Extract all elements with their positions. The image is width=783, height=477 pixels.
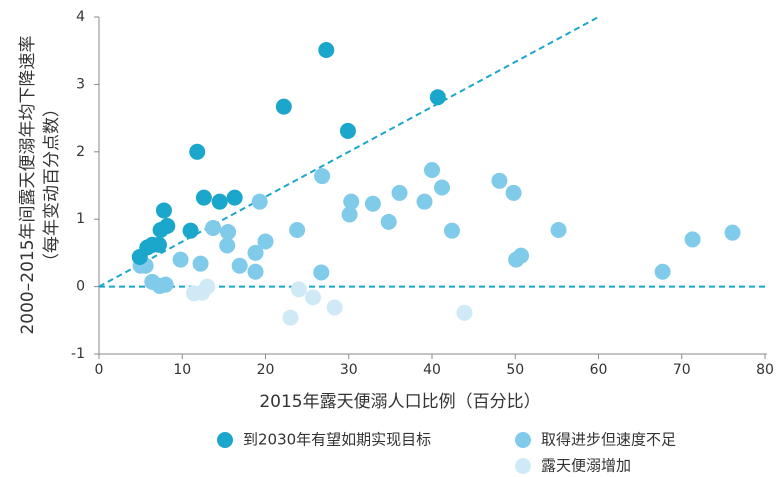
point [219, 237, 236, 254]
point [505, 184, 522, 201]
y-tick-label: 1 [76, 211, 85, 227]
point [182, 222, 199, 239]
point [155, 202, 172, 219]
point [231, 257, 248, 274]
point [433, 179, 450, 196]
point [289, 221, 306, 238]
point [491, 172, 508, 189]
y-tick-label: 4 [76, 9, 85, 25]
point [192, 255, 209, 272]
point [684, 231, 701, 248]
point [172, 251, 189, 268]
point [424, 161, 440, 178]
point [339, 122, 356, 139]
point [724, 224, 741, 241]
point [343, 193, 360, 210]
point [508, 251, 525, 268]
legend-marker [515, 432, 531, 448]
point [247, 244, 264, 261]
legend-label: 露天便溺增加 [541, 457, 631, 475]
y-axis-label: （每年变动百分点数） [42, 100, 62, 270]
legend-label: 取得进步但速度不足 [541, 431, 676, 449]
point [314, 168, 331, 185]
point [194, 284, 211, 301]
point [443, 222, 460, 239]
point [211, 193, 228, 210]
point [416, 193, 433, 210]
point [380, 213, 397, 230]
point [290, 281, 307, 298]
x-tick-label: 60 [590, 362, 608, 378]
point [313, 264, 330, 281]
y-tick-label: 0 [76, 279, 85, 295]
point [205, 219, 222, 236]
point [364, 195, 381, 212]
legend-label: 到2030年有望如期实现目标 [243, 431, 431, 449]
point [257, 233, 274, 250]
point [189, 143, 206, 160]
point [220, 224, 237, 241]
x-axis-label: 2015年露天便溺人口比例（百分比） [259, 392, 540, 412]
point [282, 309, 299, 326]
y-tick-label: -1 [71, 346, 85, 362]
point [341, 206, 358, 223]
x-tick-label: 0 [95, 362, 104, 378]
x-tick-label: 40 [423, 362, 441, 378]
point [318, 42, 335, 59]
point [131, 248, 148, 265]
point [151, 277, 168, 294]
reference-line [98, 16, 599, 288]
y-tick-label: 3 [76, 76, 85, 92]
point [251, 193, 268, 210]
point [550, 221, 567, 238]
x-tick-label: 10 [173, 362, 191, 378]
point [391, 184, 408, 201]
point [226, 189, 243, 206]
x-tick-label: 30 [340, 362, 358, 378]
point [195, 189, 212, 206]
point [152, 221, 169, 238]
point [429, 89, 446, 106]
x-tick-label: 80 [756, 362, 774, 378]
point [304, 289, 321, 306]
point [247, 263, 264, 280]
legend-marker [217, 432, 233, 448]
x-tick-label: 50 [506, 362, 524, 378]
x-tick-label: 20 [257, 362, 275, 378]
y-tick-label: 2 [76, 144, 85, 160]
legend-marker [515, 458, 531, 474]
point [326, 299, 343, 316]
point [456, 304, 473, 321]
point [275, 98, 292, 115]
point [654, 263, 671, 280]
y-axis-label: 2000–2015年间露天便溺年均下降速率 [18, 35, 38, 334]
x-tick-label: 70 [673, 362, 691, 378]
